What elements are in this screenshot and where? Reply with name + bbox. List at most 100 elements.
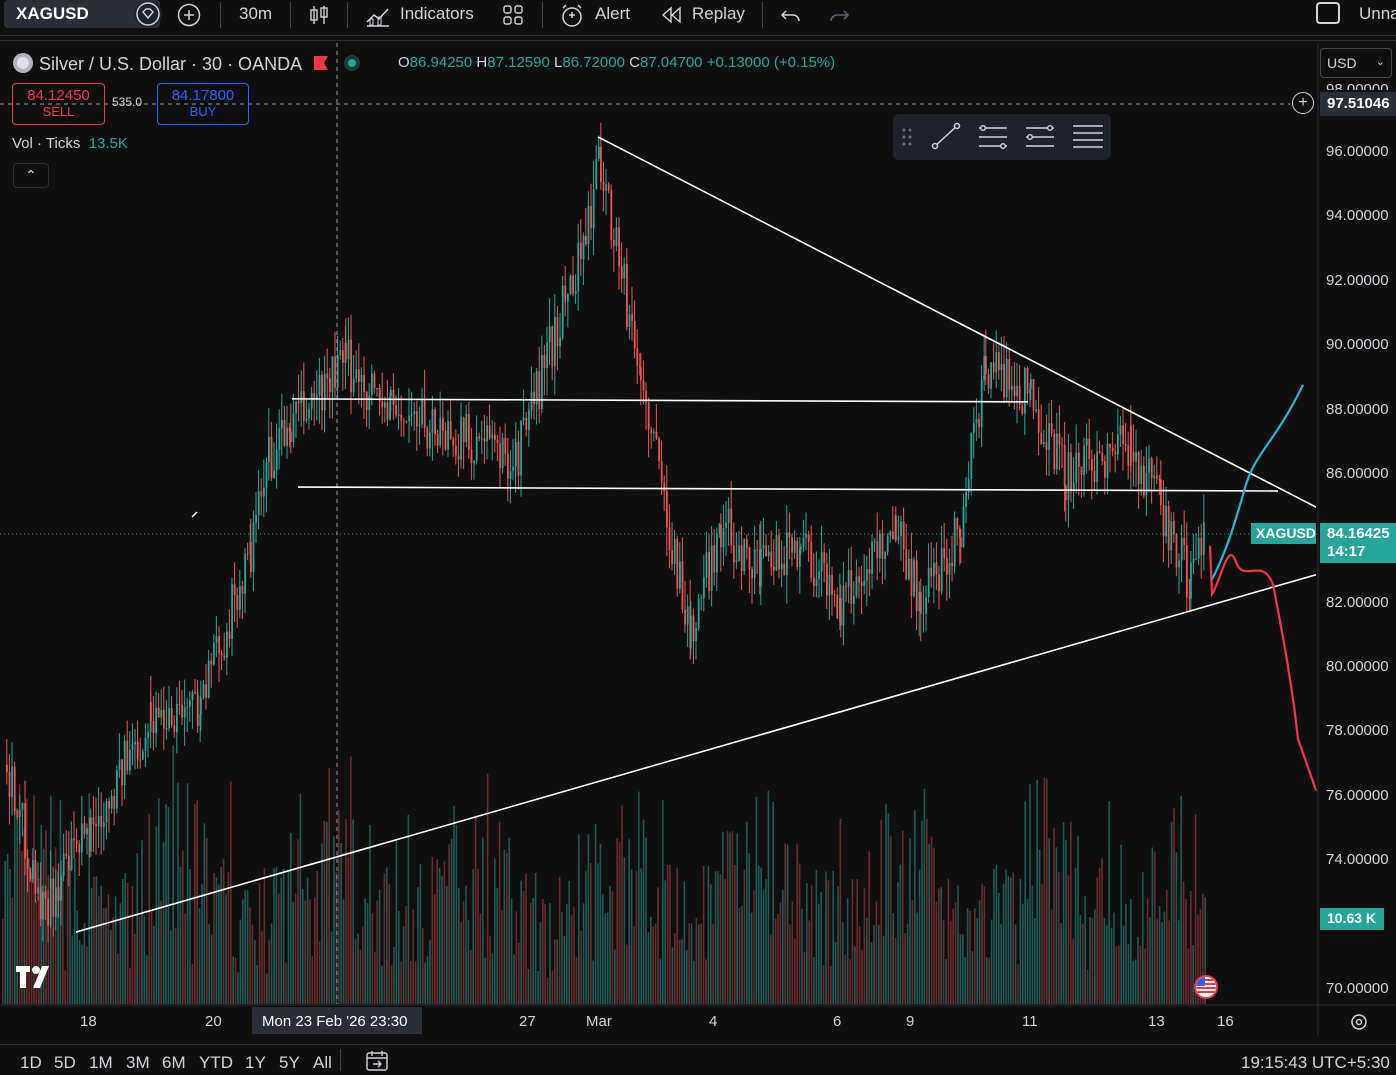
horizontal-resistance-line[interactable] bbox=[291, 398, 1029, 403]
calendar-range-icon[interactable] bbox=[364, 1049, 390, 1075]
candle-body bbox=[318, 375, 321, 396]
parallel-channel-icon[interactable] bbox=[979, 124, 1007, 150]
volume-bar bbox=[570, 914, 573, 1004]
replay-button[interactable]: Replay bbox=[692, 4, 745, 23]
volume-bar bbox=[923, 788, 926, 1004]
ascending-trendline[interactable] bbox=[75, 573, 1317, 933]
us-flag-icon[interactable] bbox=[1194, 975, 1218, 999]
candle-body bbox=[1003, 364, 1005, 398]
trendline-icon[interactable] bbox=[931, 122, 961, 150]
candle-body bbox=[884, 552, 886, 559]
range-button-5d[interactable]: 5D bbox=[54, 1053, 76, 1072]
candle-body bbox=[1101, 452, 1104, 462]
diamond-icon[interactable] bbox=[134, 1, 162, 27]
templates-icon[interactable] bbox=[500, 2, 526, 33]
candle-body bbox=[554, 317, 556, 367]
volume-bar bbox=[880, 819, 882, 1004]
time-axis-label: 27 bbox=[519, 1013, 536, 1030]
plus-circle-icon[interactable]: + bbox=[1292, 92, 1314, 114]
volume-bar bbox=[321, 843, 323, 1004]
candle-body bbox=[1058, 433, 1061, 445]
candle-body bbox=[783, 563, 786, 576]
candle-body bbox=[640, 367, 642, 381]
horizontal-support-line[interactable] bbox=[297, 486, 1279, 492]
candle-body bbox=[196, 692, 199, 726]
market-flag-icon[interactable] bbox=[312, 54, 330, 72]
descending-trendline[interactable] bbox=[597, 136, 1317, 508]
candle-body bbox=[78, 843, 81, 853]
volume-bar bbox=[635, 871, 638, 1004]
redo-icon[interactable] bbox=[826, 2, 852, 33]
volume-bar bbox=[134, 934, 136, 1004]
interval-button[interactable]: 30m bbox=[239, 4, 273, 23]
undo-icon[interactable] bbox=[778, 2, 804, 33]
range-button-1d[interactable]: 1D bbox=[20, 1053, 42, 1072]
range-button-1y[interactable]: 1Y bbox=[245, 1053, 266, 1072]
candle-body bbox=[426, 427, 429, 449]
candle-body bbox=[278, 428, 281, 450]
sell-button[interactable]: 84.12450 SELL bbox=[12, 83, 105, 125]
bullish-projection-path[interactable] bbox=[1210, 384, 1304, 582]
candle-body bbox=[226, 631, 228, 658]
candle-body bbox=[876, 541, 879, 559]
buy-button[interactable]: 84.17800 BUY bbox=[157, 83, 249, 125]
chart-pane[interactable] bbox=[0, 40, 1396, 1036]
price-chart-svg[interactable] bbox=[0, 41, 1396, 1036]
range-button-5y[interactable]: 5Y bbox=[279, 1053, 300, 1072]
candle-body bbox=[858, 576, 860, 583]
volume-bar bbox=[978, 900, 981, 1004]
layout-name[interactable]: Unna bbox=[1359, 4, 1396, 23]
range-button-3m[interactable]: 3M bbox=[126, 1053, 150, 1072]
volume-bar bbox=[258, 883, 261, 1004]
range-button-ytd[interactable]: YTD bbox=[199, 1053, 233, 1072]
volume-bar bbox=[719, 874, 722, 1004]
volume-bar bbox=[170, 930, 172, 1004]
alert-icon[interactable] bbox=[558, 2, 586, 35]
volume-bar bbox=[179, 866, 182, 1004]
volume-bar bbox=[856, 879, 858, 1004]
volume-bar bbox=[580, 931, 582, 1004]
volume-bar bbox=[278, 893, 280, 1004]
volume-bar bbox=[827, 880, 830, 1004]
utc-clock[interactable]: 19:15:43 UTC+5:30 bbox=[1241, 1053, 1390, 1072]
volume-bar bbox=[606, 912, 609, 1004]
volume-bar bbox=[412, 909, 414, 1004]
volume-bar bbox=[482, 837, 484, 1004]
indicators-button[interactable]: Indicators bbox=[400, 4, 474, 23]
low-value: 86.72000 bbox=[562, 54, 625, 71]
drawing-mark bbox=[191, 511, 198, 518]
layout-icon[interactable] bbox=[1316, 2, 1340, 24]
volume-bar bbox=[789, 924, 791, 1004]
alert-button[interactable]: Alert bbox=[595, 4, 630, 23]
candle-body bbox=[1024, 368, 1026, 414]
currency-select[interactable]: USD ⌄ bbox=[1320, 48, 1392, 78]
candle-body bbox=[618, 227, 620, 267]
volume-bar bbox=[796, 844, 798, 1004]
tradingview-logo[interactable] bbox=[16, 966, 54, 994]
candle-body bbox=[582, 235, 585, 260]
fib-retracement-icon[interactable] bbox=[1073, 125, 1103, 148]
collapse-legend-button[interactable]: ⌃ bbox=[13, 163, 49, 188]
candles-icon[interactable] bbox=[306, 2, 332, 33]
settings-gear-icon[interactable] bbox=[1348, 1011, 1370, 1038]
plus-circle-icon[interactable] bbox=[176, 2, 202, 33]
symbol-search-button[interactable]: XAGUSD bbox=[4, 0, 162, 28]
candle-body bbox=[1085, 438, 1088, 446]
candle-body bbox=[908, 559, 910, 580]
indicators-icon[interactable] bbox=[364, 2, 392, 33]
volume-bar bbox=[846, 898, 849, 1004]
drag-handle-icon[interactable] bbox=[902, 128, 912, 146]
market-status-icon[interactable] bbox=[343, 54, 361, 72]
range-button-all[interactable]: All bbox=[313, 1053, 332, 1072]
volume-bar bbox=[885, 804, 887, 1004]
volume-legend-label: Vol · Ticks bbox=[12, 135, 81, 152]
candle-body bbox=[720, 524, 722, 548]
volume-bar bbox=[6, 853, 9, 1004]
pitchfan-icon[interactable] bbox=[1026, 124, 1054, 147]
range-button-1m[interactable]: 1M bbox=[89, 1053, 113, 1072]
replay-icon[interactable] bbox=[658, 2, 684, 33]
range-button-6m[interactable]: 6M bbox=[162, 1053, 186, 1072]
candle-body bbox=[1200, 537, 1203, 556]
volume-bar bbox=[350, 756, 352, 1004]
bearish-projection-path[interactable] bbox=[1208, 545, 1318, 791]
